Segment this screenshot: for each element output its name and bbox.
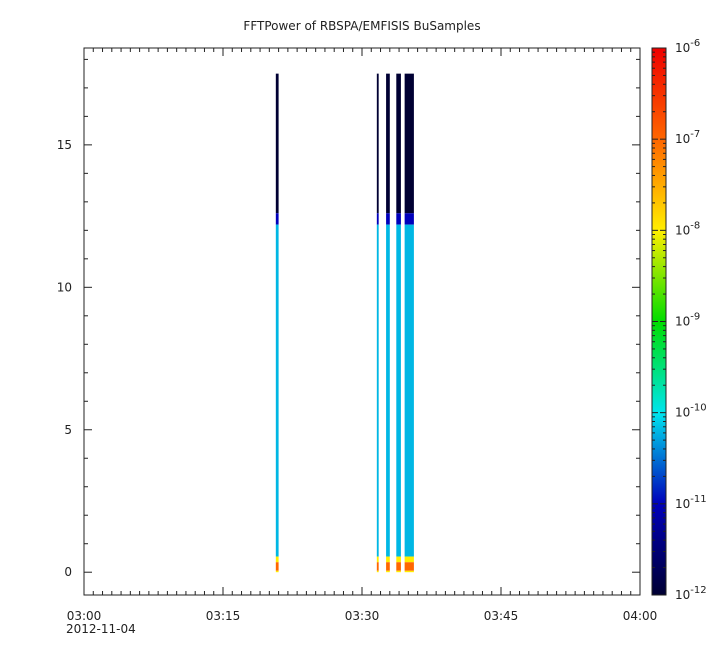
spectrogram-cell: [404, 73, 414, 214]
spectrogram-cell: [404, 570, 414, 573]
colorbar-axis: 10-12 10-11 10-10 10-9 10-8 10-7 10-6: [652, 38, 707, 602]
x-tick-label: 03:30: [345, 609, 380, 623]
colorbar-tick-label: 10-7: [675, 129, 700, 146]
spectrogram-cell: [404, 213, 414, 225]
x-tick-label: 03:15: [206, 609, 241, 623]
spectrogram-cell: [396, 213, 401, 225]
y-tick-label: 15: [57, 138, 72, 152]
spectrogram-cell: [396, 562, 401, 571]
x-tick-label: 04:00: [623, 609, 658, 623]
x-date-label: 2012-11-04: [66, 622, 136, 636]
spectrogram-cell: [386, 213, 390, 225]
spectrogram-cell: [396, 570, 401, 573]
colorbar-tick-label: 10-9: [675, 312, 700, 329]
spectrogram-column: [386, 73, 390, 573]
spectrogram-column: [275, 73, 279, 573]
spectrogram-cell: [376, 556, 379, 563]
x-tick-label: 03:45: [484, 609, 519, 623]
spectrogram-cell: [376, 73, 379, 214]
spectrogram-column: [404, 73, 414, 573]
spectrogram-cell: [275, 213, 279, 225]
colorbar-tick-label: 10-8: [675, 220, 700, 237]
colorbar-tick-label: 10-10: [675, 403, 707, 420]
x-axis: 03:00 03:15 03:30 03:45 04:00 2012-11-04: [66, 48, 657, 636]
spectrogram-cell: [386, 556, 390, 563]
spectrogram-cell: [275, 562, 279, 571]
spectrogram-column: [376, 73, 379, 573]
spectrogram-cell: [404, 224, 414, 557]
spectrogram-cell: [275, 73, 279, 214]
spectrogram-cell: [386, 224, 390, 557]
spectrogram-cell: [376, 224, 379, 557]
y-tick-label: 0: [64, 565, 72, 579]
spectrogram-cell: [396, 556, 401, 563]
y-tick-label: 5: [64, 423, 72, 437]
spectrogram-cell: [275, 224, 279, 557]
spectrogram-column: [396, 73, 401, 573]
y-axis: 0 5 10 15: [57, 58, 640, 579]
spectrogram-cell: [386, 73, 390, 214]
chart-title: FFTPower of RBSPA/EMFISIS BuSamples: [243, 19, 480, 33]
y-tick-label: 10: [57, 280, 72, 294]
spectrogram-cell: [396, 224, 401, 557]
spectrogram-cell: [376, 570, 379, 573]
spectrogram-cell: [386, 562, 390, 571]
spectrogram-cell: [275, 570, 279, 573]
spectrogram-cell: [404, 556, 414, 563]
colorbar-tick-label: 10-12: [675, 585, 707, 602]
spectrogram-cell: [404, 562, 414, 571]
plot-area: [275, 73, 414, 573]
spectrogram-cell: [275, 556, 279, 563]
x-tick-label: 03:00: [67, 609, 102, 623]
spectrogram-cell: [396, 73, 401, 214]
spectrogram-cell: [386, 570, 390, 573]
spectrogram-cell: [376, 213, 379, 225]
colorbar-tick-label: 10-6: [675, 38, 700, 55]
plot-frame: [83, 47, 641, 596]
colorbar-tick-label: 10-11: [675, 494, 707, 511]
spectrogram-cell: [376, 562, 379, 571]
